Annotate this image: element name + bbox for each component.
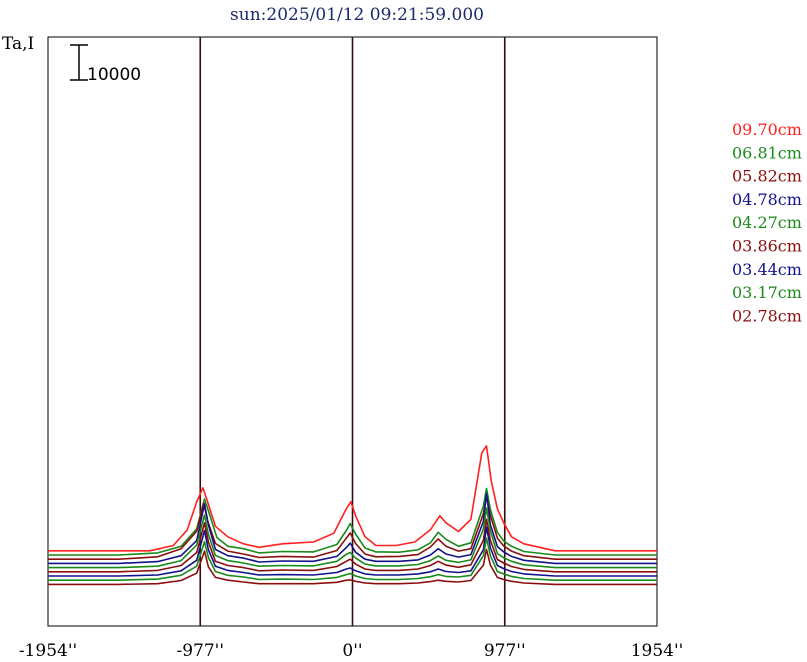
series-group	[48, 444, 657, 586]
x-tick-label: 0''	[342, 641, 362, 661]
legend-entry: 04.78cm	[732, 190, 802, 209]
legend-entry: 06.81cm	[732, 143, 802, 162]
x-tick-label: -1954''	[19, 641, 77, 661]
legend-entry: 03.44cm	[732, 260, 802, 279]
x-tick-label: -977''	[176, 641, 224, 661]
legend-entry: 04.27cm	[732, 213, 802, 232]
series-line	[48, 507, 657, 569]
legend-entry: 02.78cm	[732, 306, 802, 325]
series-line	[48, 537, 657, 582]
chart-title: sun:2025/01/12 09:21:59.000	[230, 5, 484, 25]
series-line	[48, 526, 657, 577]
x-tick-label: 977''	[484, 641, 526, 661]
y-axis-label: Ta,I	[2, 34, 34, 54]
legend-entry: 03.86cm	[732, 237, 802, 256]
legend-entry: 09.70cm	[732, 120, 802, 139]
series-line	[48, 444, 657, 552]
series-line	[48, 548, 657, 586]
series-line	[48, 518, 657, 573]
legend-entry: 05.82cm	[732, 167, 802, 186]
legend: 09.70cm 06.81cm 05.82cm 04.78cm 04.27cm 03.86…	[732, 120, 802, 325]
scale-bar-label: 10000	[87, 65, 141, 85]
scale-bar: 10000	[70, 44, 141, 85]
series-line	[48, 487, 657, 556]
legend-entry: 03.17cm	[732, 283, 802, 302]
x-tick-label: 1954''	[631, 641, 684, 661]
series-line	[48, 492, 657, 565]
x-ticks: -1954'' -977'' 0'' 977'' 1954''	[19, 641, 683, 661]
